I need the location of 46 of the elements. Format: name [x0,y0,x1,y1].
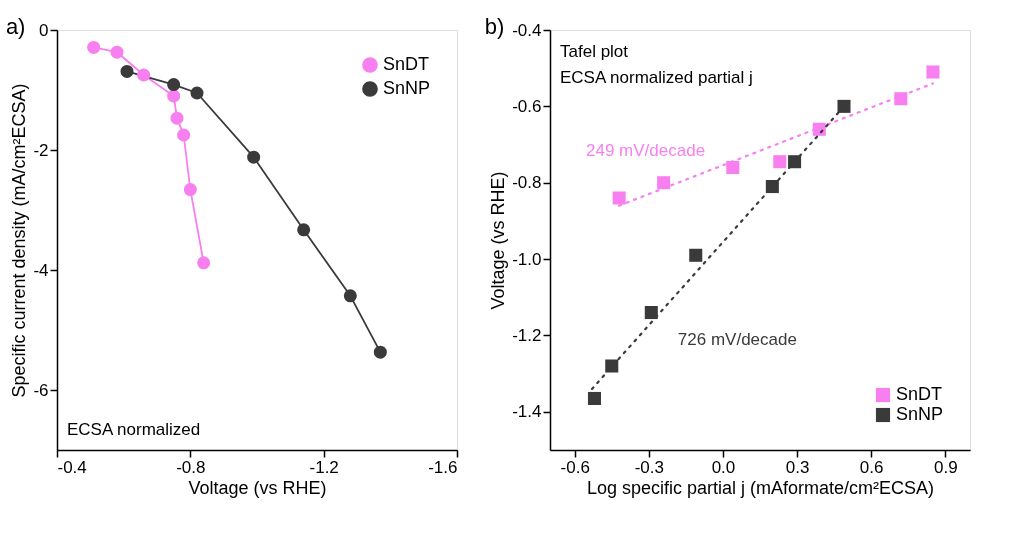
legend-label: SnDT [383,54,430,74]
y-tick-label: -1.0 [512,249,542,269]
x-axis-title: Log specific partial j (mAformate/cm²ECSA) [586,477,935,498]
x-tick-label: -0.6 [560,457,590,477]
annotation: Tafel plot [560,42,629,61]
x-axis-title: Voltage (vs RHE) [188,477,327,498]
y-tick-label: 0 [39,20,49,40]
point [726,160,740,174]
legend-label: SnDT [896,384,943,404]
y-tick-label: -0.8 [512,173,542,193]
legend-label: SnNP [896,404,944,424]
point [657,176,671,190]
point [587,391,601,405]
point [605,359,619,373]
annotation: ECSA normalized [67,420,201,439]
x-tick-label: 0.3 [785,457,810,477]
annotation: 249 mV/decade [586,141,706,161]
y-tick-label: -0.6 [512,96,542,116]
chart-title: a) [5,14,26,39]
x-tick-label: -0.4 [57,457,87,477]
y-tick-label: -4 [33,260,49,280]
point [644,306,658,320]
point [926,65,940,79]
annotation: ECSA normalized partial j [560,68,753,87]
point [894,92,908,106]
y-tick-label: -2 [33,140,49,160]
x-tick-label: 0.0 [711,457,736,477]
x-tick-label: 0.9 [933,457,958,477]
legend-label: SnNP [383,78,431,98]
x-tick-label: -0.8 [176,457,206,477]
chart-title: b) [484,14,505,39]
y-tick-label: -0.4 [512,20,542,40]
x-tick-label: -0.3 [634,457,664,477]
point [612,191,626,205]
y-axis-title: Specific current density (mA/cm²ECSA) [9,83,30,398]
y-axis-title: Voltage (vs RHE) [488,171,509,310]
x-tick-label: -1.6 [428,457,458,477]
y-tick-label: -6 [33,380,49,400]
point [689,248,703,262]
x-tick-label: -1.2 [309,457,339,477]
y-tick-label: -1.2 [512,325,542,345]
point [773,155,787,169]
x-tick-label: 0.6 [859,457,884,477]
y-tick-label: -1.4 [512,402,542,422]
point [837,99,851,113]
annotation: 726 mV/decade [677,330,797,350]
